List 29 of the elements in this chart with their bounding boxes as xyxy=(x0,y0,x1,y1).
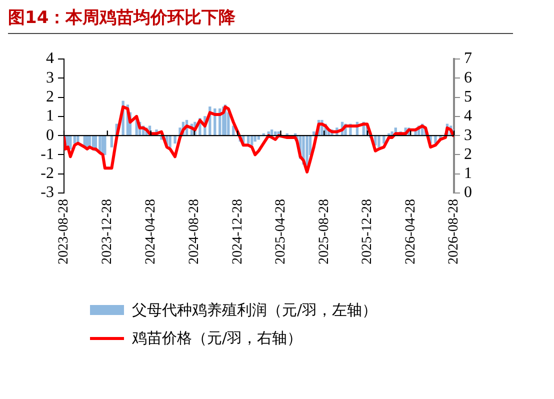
y2-tick-label: 6 xyxy=(464,69,472,86)
x-tick-label: 2026-08-28 xyxy=(446,199,462,264)
y-tick-label: -1 xyxy=(40,146,54,163)
y2-tick-label: 4 xyxy=(464,108,472,125)
y-tick-label: 4 xyxy=(46,50,54,68)
y2-tick-label: 2 xyxy=(464,146,472,163)
x-tick-label: 2025-12-28 xyxy=(360,199,376,264)
y2-tick-label: 0 xyxy=(464,184,472,202)
chart-title: 图14：本周鸡苗均价环比下降 xyxy=(8,6,513,34)
y-tick-label: 0 xyxy=(46,126,54,144)
legend-label: 父母代种鸡养殖利润（元/羽，左轴） xyxy=(132,300,378,320)
y-tick-label: 3 xyxy=(46,69,54,86)
x-tick-label: 2025-08-28 xyxy=(316,199,332,264)
x-tick-label: 2026-04-28 xyxy=(403,199,418,264)
x-tick-label: 2024-04-28 xyxy=(143,199,158,264)
x-tick-label: 2024-08-28 xyxy=(186,199,202,264)
y-tick-label: -2 xyxy=(40,165,54,182)
y2-tick-label: 7 xyxy=(464,50,472,68)
x-tick-label: 2024-12-28 xyxy=(230,199,246,264)
y2-tick-label: 1 xyxy=(464,165,472,182)
y-tick-label: -3 xyxy=(40,184,54,202)
y-tick-label: 2 xyxy=(46,88,54,106)
legend-label: 鸡苗价格（元/羽，右轴） xyxy=(132,328,302,348)
x-tick-label: 2023-08-28 xyxy=(56,199,72,264)
x-tick-label: 2023-12-28 xyxy=(100,199,116,264)
y2-tick-label: 5 xyxy=(464,88,472,106)
y2-tick-label: 3 xyxy=(464,126,472,144)
y-tick-label: 1 xyxy=(46,108,54,125)
x-tick-label: 2025-04-28 xyxy=(273,199,288,264)
